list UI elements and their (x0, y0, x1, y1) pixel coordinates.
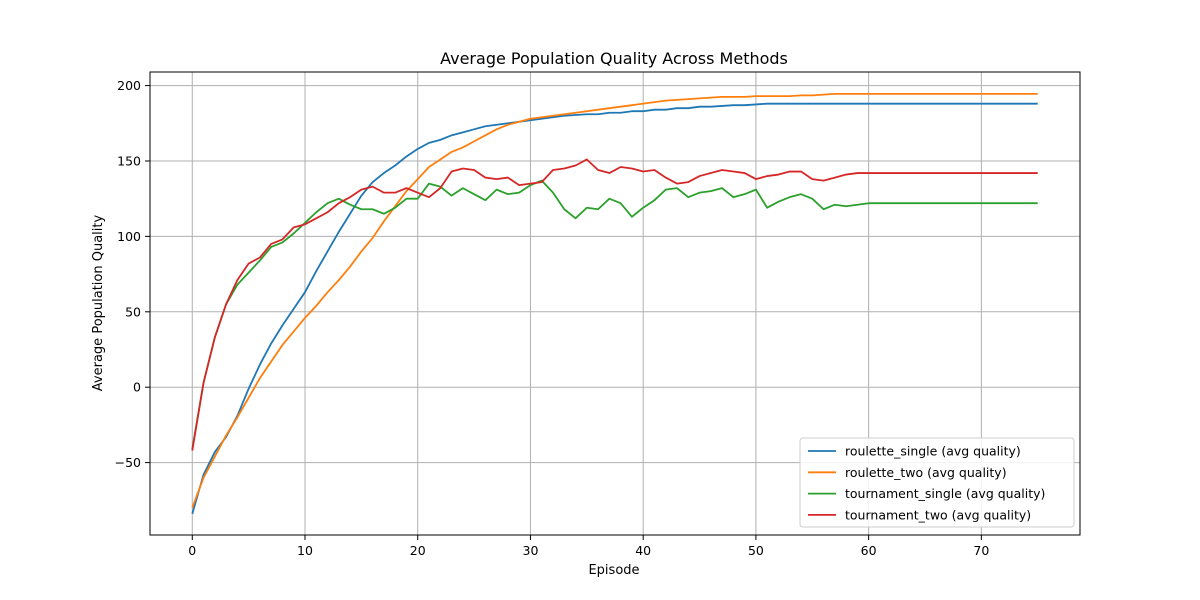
x-tick-label: 30 (523, 543, 539, 558)
y-tick-label: 100 (117, 229, 141, 244)
x-tick-label: 60 (861, 543, 877, 558)
plot-frame (149, 71, 1081, 536)
x-tick-label: 0 (188, 543, 196, 558)
series-line-0 (191, 102, 1038, 515)
series-line-1 (191, 92, 1038, 509)
legend-label: tournament_two (avg quality) (845, 507, 1031, 522)
series-line-2 (191, 179, 1038, 450)
y-axis-label: Average Population Quality (91, 214, 106, 391)
legend-box (799, 437, 1075, 528)
x-tick-label: 70 (973, 543, 989, 558)
y-tick-label: −50 (115, 455, 141, 470)
y-tick-label: 200 (117, 78, 141, 93)
series-lines (191, 92, 1038, 515)
x-tick-label: 40 (635, 543, 651, 558)
legend-label: roulette_two (avg quality) (845, 465, 1007, 480)
x-axis-ticks: 0 10 20 30 40 50 60 70 (188, 535, 989, 558)
legend: roulette_single (avg quality) roulette_tw… (799, 437, 1075, 528)
chart-title: Average Population Quality Across Method… (440, 49, 788, 68)
legend-label: tournament_single (avg quality) (845, 486, 1045, 501)
y-tick-label: 50 (125, 304, 141, 319)
legend-label: roulette_single (avg quality) (845, 444, 1021, 459)
y-axis-ticks: −50 0 50 100 150 200 (115, 78, 150, 470)
x-tick-label: 10 (297, 543, 313, 558)
x-axis-label: Episode (588, 563, 639, 578)
x-tick-label: 50 (748, 543, 764, 558)
y-tick-label: 150 (117, 153, 141, 168)
series-line-3 (191, 158, 1038, 451)
y-tick-label: 0 (133, 380, 141, 395)
x-tick-label: 20 (410, 543, 426, 558)
